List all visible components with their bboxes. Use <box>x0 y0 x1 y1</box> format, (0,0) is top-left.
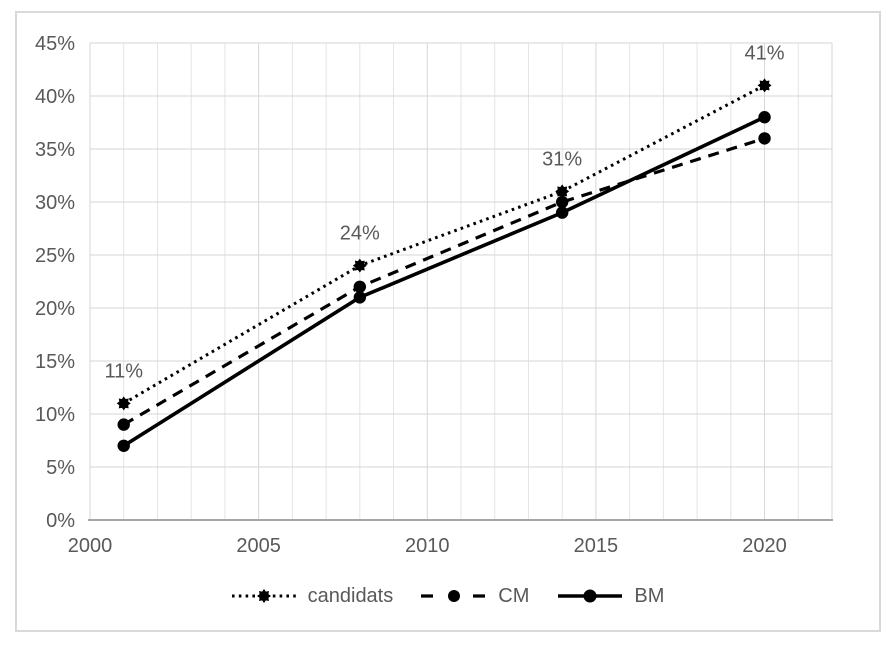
dashed-line-circle-marker-icon <box>421 590 488 602</box>
y-tick-label: 30% <box>35 192 75 214</box>
y-tick-label: 5% <box>46 457 75 479</box>
candidats-data-label: 11% <box>104 360 143 382</box>
y-tick-label: 0% <box>46 510 75 532</box>
candidats-data-label: 41% <box>745 42 785 64</box>
legend-label-cm: CM <box>498 585 530 607</box>
CM-line <box>122 136 765 426</box>
y-tick-label: 40% <box>35 86 75 108</box>
CM-marker <box>353 280 367 293</box>
candidats-marker <box>555 184 570 199</box>
dotted-line-star-marker-icon <box>231 589 296 603</box>
x-tick-label: 2020 <box>742 535 787 557</box>
candidats-marker <box>116 396 131 411</box>
y-tick-label: 45% <box>35 33 75 55</box>
CM-marker <box>117 418 130 431</box>
CM-marker <box>555 195 569 209</box>
BM-marker <box>758 111 771 124</box>
BM-marker <box>117 439 130 452</box>
y-tick-label: 10% <box>35 404 75 426</box>
BM-marker <box>353 291 367 304</box>
legend-item-candidats: candidats <box>231 585 394 607</box>
candidats-marker <box>757 78 772 93</box>
legend-item-bm: BM <box>557 586 664 606</box>
chart-frame-border <box>15 11 881 632</box>
x-tick-label: 2000 <box>68 535 113 557</box>
legend-item-cm: CM <box>421 586 529 606</box>
candidats-line <box>122 84 766 405</box>
x-tick-label: 2005 <box>236 535 281 557</box>
chart-legend: candidats CM BM <box>0 580 895 612</box>
x-tick-label: 2015 <box>574 535 619 557</box>
x-tick-label: 2010 <box>405 535 450 557</box>
CM-marker <box>758 132 771 145</box>
BM-marker <box>555 206 569 219</box>
solid-line-circle-marker-icon <box>558 589 623 603</box>
BM-line <box>122 115 766 448</box>
y-tick-label: 20% <box>35 298 75 320</box>
candidats-data-label: 31% <box>542 148 582 170</box>
candidats-data-label: 24% <box>340 223 380 245</box>
legend-label-candidats: candidats <box>307 585 394 607</box>
y-tick-label: 15% <box>35 351 75 373</box>
y-tick-label: 35% <box>35 139 75 161</box>
legend-label-bm: BM <box>634 585 665 607</box>
candidats-marker <box>352 258 367 273</box>
y-tick-label: 25% <box>35 245 75 267</box>
